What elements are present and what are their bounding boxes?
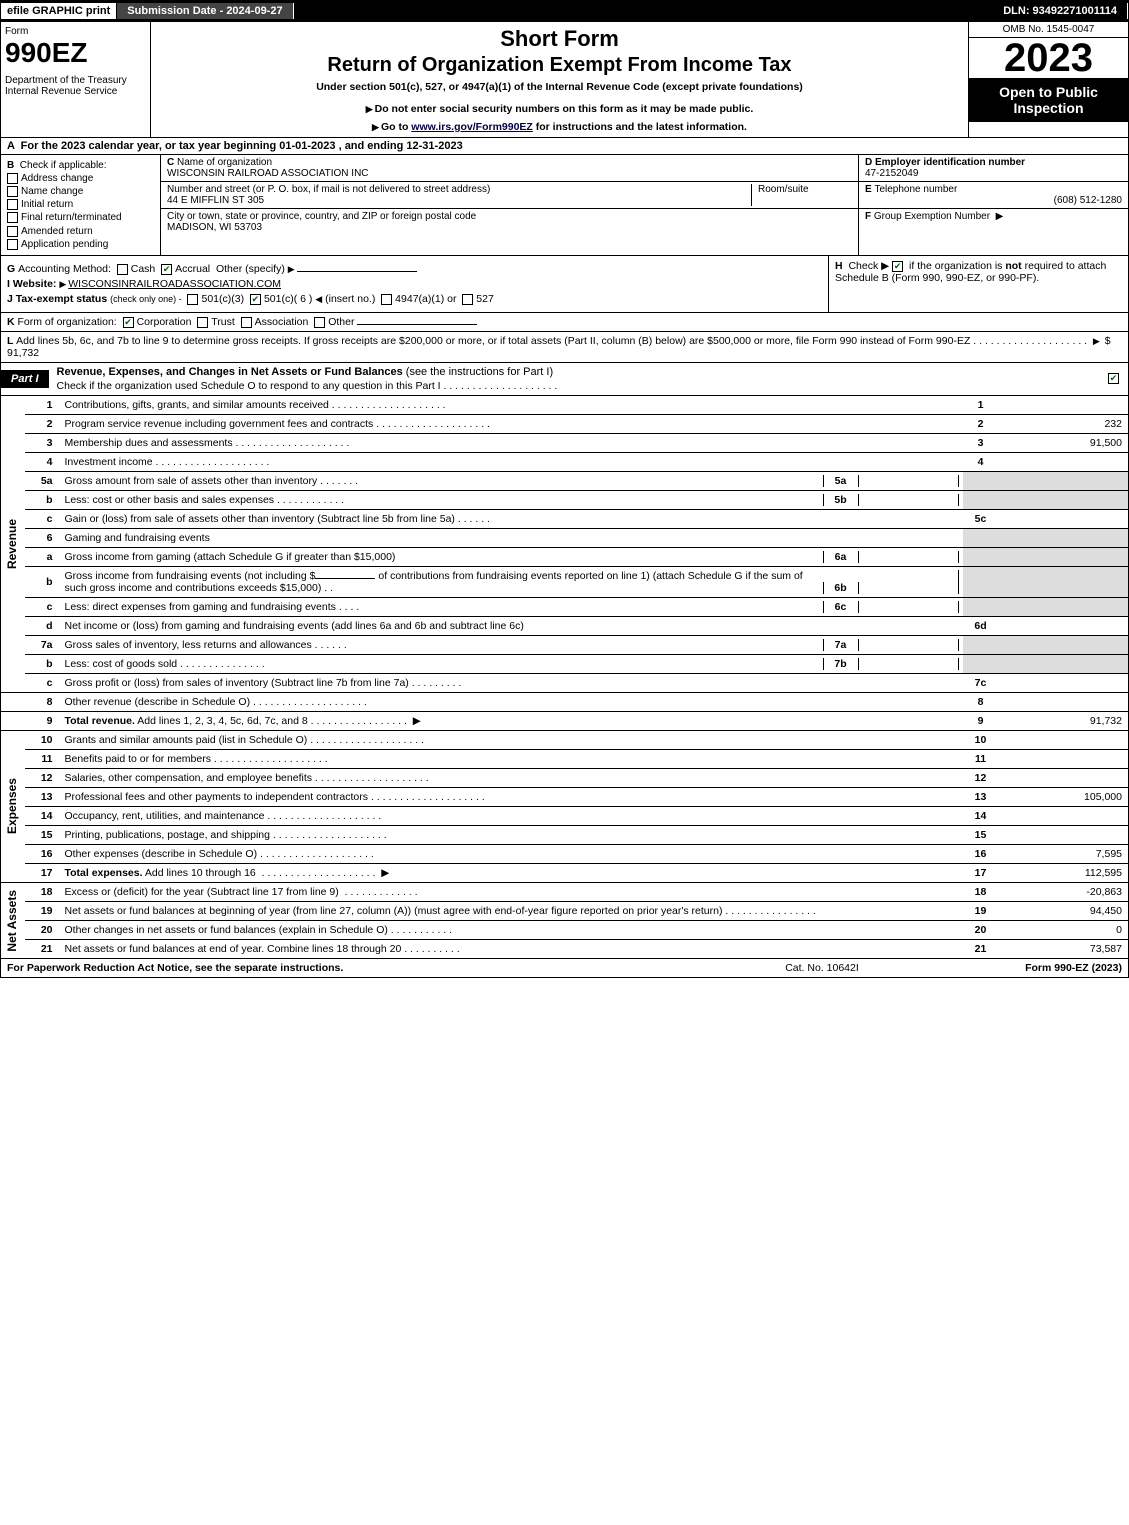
form-header: Form 990EZ Department of the Treasury In… [0,22,1129,138]
title-return: Return of Organization Exempt From Incom… [161,54,958,77]
cb-527[interactable] [462,294,473,305]
cb-4947[interactable] [381,294,392,305]
section-H: H Check ▶ if the organization is not req… [828,256,1128,312]
header-right: OMB No. 1545-0047 2023 Open to Public In… [968,22,1128,137]
org-name: WISCONSIN RAILROAD ASSOCIATION INC [167,168,852,179]
tax-year: 2023 [969,38,1128,78]
section-C: C Name of organization WISCONSIN RAILROA… [161,155,858,255]
form-ref: Form 990-EZ (2023) [922,962,1122,974]
cb-initial-return[interactable] [7,199,18,210]
cb-schedule-b[interactable] [892,261,903,272]
cb-application-pending[interactable] [7,239,18,250]
header-left: Form 990EZ Department of the Treasury In… [1,22,151,137]
cb-trust[interactable] [197,317,208,328]
city-state-zip: MADISON, WI 53703 [167,222,852,233]
dln: DLN: 93492271001114 [993,3,1128,19]
section-GH: G Accounting Method: Cash Accrual Other … [0,256,1129,313]
line-L: L Add lines 5b, 6c, and 7b to line 9 to … [0,332,1129,363]
val-3: 91,500 [999,433,1129,452]
part1-header: Part I Revenue, Expenses, and Changes in… [0,363,1129,396]
cb-address-change[interactable] [7,173,18,184]
val-2: 232 [999,414,1129,433]
cb-final-return[interactable] [7,212,18,223]
subtitle: Under section 501(c), 527, or 4947(a)(1)… [161,81,958,93]
arrow-icon: ▶ [996,211,1004,222]
room-suite-label: Room/suite [752,184,852,206]
cb-501c3[interactable] [187,294,198,305]
paperwork-notice: For Paperwork Reduction Act Notice, see … [7,962,722,974]
form-number: 990EZ [5,37,146,69]
section-DEF: D Employer identification number 47-2152… [858,155,1128,255]
cb-cash[interactable] [117,264,128,275]
irs-link[interactable]: www.irs.gov/Form990EZ [411,121,533,133]
header-center: Short Form Return of Organization Exempt… [151,22,968,137]
note-ssn: Do not enter social security numbers on … [161,103,958,115]
cat-no: Cat. No. 10642I [722,962,922,974]
cb-corporation[interactable] [123,317,134,328]
submission-date: Submission Date - 2024-09-27 [117,3,293,19]
part1-tag: Part I [1,370,49,388]
cb-accrual[interactable] [161,264,172,275]
expenses-table: Expenses 10Grants and similar amounts pa… [0,731,1129,883]
org-info-block: B Check if applicable: Address change Na… [0,155,1129,256]
title-short-form: Short Form [161,26,958,52]
val-20: 0 [999,920,1129,939]
cb-501c[interactable] [250,294,261,305]
telephone: (608) 512-1280 [865,195,1122,206]
page-footer: For Paperwork Reduction Act Notice, see … [0,959,1129,978]
val-21: 73,587 [999,939,1129,958]
top-bar: efile GRAPHIC print Submission Date - 20… [0,0,1129,22]
total-revenue: 91,732 [999,711,1129,730]
revenue-table: Revenue 1Contributions, gifts, grants, a… [0,396,1129,731]
val-19: 94,450 [999,901,1129,920]
val-16: 7,595 [999,844,1129,863]
net-assets-label: Net Assets [5,890,19,952]
cb-other-org[interactable] [314,317,325,328]
val-18: -20,863 [999,883,1129,902]
line-A: A For the 2023 calendar year, or tax yea… [0,138,1129,155]
public-inspection: Open to Public Inspection [969,78,1128,122]
form-label: Form [5,26,146,37]
net-assets-table: Net Assets 18Excess or (deficit) for the… [0,883,1129,959]
total-expenses: 112,595 [999,863,1129,882]
line-K: K Form of organization: Corporation Trus… [0,313,1129,332]
cb-schedule-o[interactable] [1108,373,1119,384]
cb-amended-return[interactable] [7,226,18,237]
revenue-label: Revenue [5,519,19,569]
efile-print-button[interactable]: efile GRAPHIC print [1,3,117,19]
treasury-dept: Department of the Treasury Internal Reve… [5,75,146,97]
website: WISCONSINRAILROADASSOCIATION.COM [68,278,281,290]
ein: 47-2152049 [865,168,918,179]
cb-association[interactable] [241,317,252,328]
section-B: B Check if applicable: Address change Na… [1,155,161,255]
cb-name-change[interactable] [7,186,18,197]
val-13: 105,000 [999,787,1129,806]
expenses-label: Expenses [5,778,19,834]
street-address: 44 E MIFFLIN ST 305 [167,195,745,206]
note-link: Go to www.irs.gov/Form990EZ for instruct… [161,121,958,133]
